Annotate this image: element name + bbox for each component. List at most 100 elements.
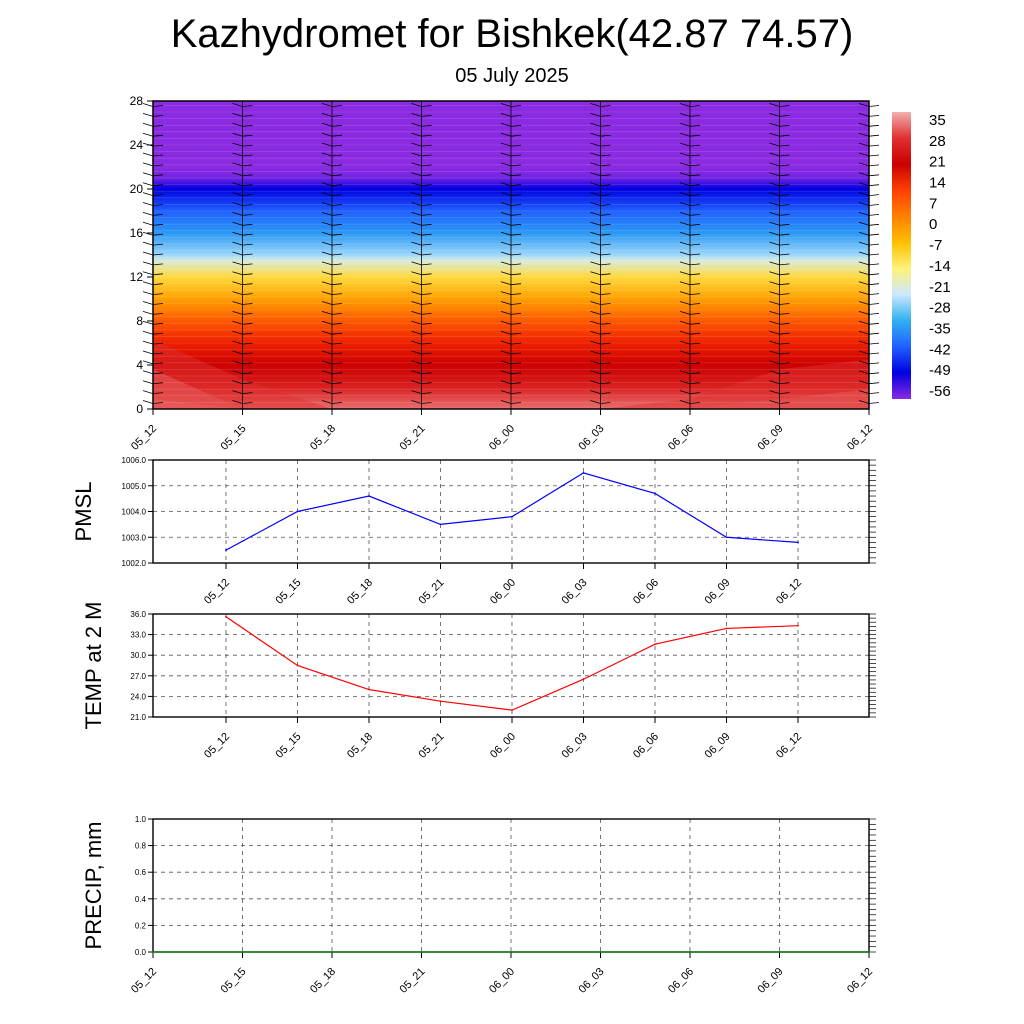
wind-barb — [331, 283, 343, 286]
wind-barb — [321, 350, 333, 355]
x-tick-label: 05_18 — [308, 423, 338, 453]
wind-barb — [679, 390, 691, 394]
wind-barb — [689, 115, 701, 117]
wind-barb — [868, 184, 880, 187]
x-tick-label: 06_12 — [845, 423, 875, 453]
wind-barb — [331, 303, 343, 305]
wind-barb — [868, 322, 880, 325]
wind-barb — [590, 390, 601, 394]
wind-barb — [510, 204, 522, 206]
wind-barb — [500, 113, 512, 117]
wind-barb — [510, 233, 522, 236]
wind-barb — [152, 263, 164, 266]
wind-barb — [679, 122, 691, 127]
wind-barb — [689, 253, 701, 256]
wind-barb — [152, 293, 164, 295]
wind-barb — [769, 320, 780, 325]
colorbar: 35 28 21 14 7 0 -7 -14 -21 -28 -35 -42 -49 -56 — [892, 112, 951, 400]
wind-barb — [331, 263, 343, 266]
wind-barb — [600, 154, 611, 157]
y-axis-title: PMSL — [71, 482, 96, 542]
wind-barb — [679, 271, 691, 276]
wind-barb — [779, 164, 790, 167]
wind-barb — [232, 340, 243, 345]
x-tick-label: 06_12 — [774, 731, 804, 761]
wind-barb — [779, 184, 790, 187]
wind-barb — [500, 370, 512, 375]
wind-barb — [600, 332, 611, 335]
wind-barb — [779, 293, 790, 295]
wind-barb — [242, 214, 253, 216]
wind-barb — [411, 132, 422, 137]
wind-barb — [321, 380, 333, 385]
wind-barb — [411, 271, 422, 276]
wind-barb — [858, 380, 870, 385]
data-point — [296, 510, 299, 513]
wind-barb — [868, 332, 880, 335]
wind-barb — [331, 253, 343, 256]
wind-barb — [769, 400, 780, 404]
y-tick-label: 0.2 — [135, 921, 147, 930]
precip-panel: 0.0 0.2 0.4 0.6 0.8 1.0 05_12 05_15 05_18 05_21 06… — [81, 815, 876, 996]
y-tick-label: 24 — [130, 138, 144, 152]
data-point — [725, 536, 728, 539]
wind-barb — [142, 281, 154, 286]
wind-barb — [689, 362, 701, 365]
wind-barb — [421, 154, 432, 157]
x-tick-label: 06_06 — [631, 731, 661, 761]
wind-barb — [679, 330, 691, 335]
wind-barb — [769, 103, 780, 107]
wind-barb — [142, 202, 154, 206]
wind-barb — [142, 261, 154, 266]
wind-barb — [331, 313, 343, 315]
wind-barb — [769, 390, 780, 394]
wind-barb — [500, 311, 512, 315]
wind-barb — [500, 320, 512, 325]
wind-barb — [600, 144, 611, 147]
wind-barb — [421, 124, 432, 127]
data-point — [241, 951, 244, 953]
wind-barb — [689, 402, 701, 404]
wind-barb — [321, 311, 333, 315]
x-tick-label: 05_15 — [219, 423, 249, 453]
data-point — [439, 700, 442, 703]
wind-barb — [232, 172, 243, 177]
wind-barb — [769, 281, 780, 286]
wind-barb — [242, 253, 253, 256]
wind-barb — [411, 360, 422, 365]
wind-barb — [421, 184, 432, 187]
wind-barb — [331, 204, 343, 206]
wind-barb — [679, 350, 691, 355]
wind-barb — [331, 243, 343, 246]
wind-barb — [421, 303, 432, 305]
wind-barb — [510, 184, 522, 187]
wind-barb — [421, 342, 432, 345]
wind-barb — [500, 152, 512, 157]
wind-barb — [600, 313, 611, 315]
wind-barb — [331, 342, 343, 345]
wind-barb — [510, 392, 522, 394]
wind-barb — [242, 154, 253, 157]
colorbar-label: -49 — [929, 362, 951, 379]
wind-barb — [152, 322, 164, 325]
wind-barb — [689, 204, 701, 206]
wind-barb — [321, 172, 333, 177]
data-point — [778, 951, 781, 953]
y-tick-label: 33.0 — [130, 631, 146, 640]
x-tick-label: 06_06 — [666, 423, 696, 453]
data-point — [225, 615, 227, 618]
wind-barb — [142, 241, 154, 246]
wind-barb — [769, 291, 780, 295]
wind-barb — [500, 241, 512, 246]
temperature-cross-section: 0 4 8 12 16 20 24 28 05_12 05_15 05_18 05_21 06_00 06… — [129, 94, 880, 453]
x-tick-label: 06_09 — [756, 423, 786, 453]
wind-barb — [868, 174, 880, 177]
wind-barb — [858, 291, 870, 295]
y-tick-label: 1005.0 — [122, 482, 147, 491]
y-tick-label: 8 — [136, 314, 143, 328]
data-point — [368, 495, 370, 497]
wind-barb — [411, 103, 422, 107]
wind-barb — [679, 370, 691, 375]
wind-barb — [321, 122, 333, 127]
wind-barb — [590, 261, 601, 266]
